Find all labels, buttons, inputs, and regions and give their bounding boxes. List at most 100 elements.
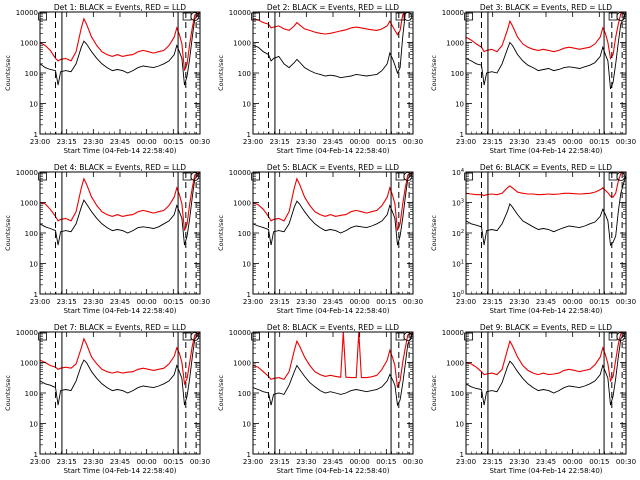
x-tick-label: 23:00 <box>30 298 50 306</box>
y-tick-label: 10000 <box>229 329 251 337</box>
x-tick-label: 00:30 <box>616 138 636 146</box>
series-lld-line <box>252 171 414 231</box>
series-events-line <box>252 11 413 79</box>
x-tick-label: 23:30 <box>296 298 316 306</box>
y-tick-label: 10000 <box>229 169 251 177</box>
series-events-line <box>465 11 627 90</box>
panel-det-3: 1 10 100 1000 10000 23:00 23:15 23:30 23:45 00:00… <box>430 3 636 155</box>
y-tick-label: 10 <box>29 101 38 109</box>
x-tick-label: 23:00 <box>243 138 263 146</box>
panel-det-4: 1 10 100 1000 10000 23:00 23:15 23:30 23:45 00:00… <box>4 163 210 315</box>
x-tick-label: 23:45 <box>536 298 556 306</box>
panel-det-2: 1 10 100 1000 10000 23:00 23:15 23:30 23:45 00:00… <box>217 3 423 155</box>
panel-title: Det 8: BLACK = Events, RED = LLD <box>267 323 399 332</box>
panel-title: Det 2: BLACK = Events, RED = LLD <box>267 3 399 12</box>
square-marker <box>38 12 47 21</box>
square-marker <box>182 172 192 181</box>
series-lld-line <box>39 331 201 386</box>
x-tick-label: 00:00 <box>350 298 370 306</box>
x-tick-label: 23:00 <box>456 138 476 146</box>
y-tick-label: 1000 <box>233 360 251 368</box>
x-tick-label: 23:15 <box>270 298 290 306</box>
y-axis-label: Counts/sec <box>4 215 12 251</box>
series-lld-line <box>39 11 201 71</box>
x-tick-label: 00:30 <box>190 298 210 306</box>
y-tick-label: 1000 <box>20 40 38 48</box>
x-tick-label: 00:30 <box>616 298 636 306</box>
x-tick-label: 00:15 <box>589 138 609 146</box>
x-axis-label: Start Time (04-Feb-14 22:58:40) <box>489 307 602 315</box>
y-tick-label: 10000 <box>442 329 464 337</box>
y-tick-label: 10 <box>29 261 38 269</box>
square-marker <box>464 12 473 21</box>
x-axis-label: Start Time (04-Feb-14 22:58:40) <box>489 467 602 475</box>
x-tick-label: 23:15 <box>270 138 290 146</box>
y-axis-label: Counts/sec <box>430 375 438 411</box>
series-events-line <box>39 11 201 86</box>
x-tick-label: 00:15 <box>376 458 396 466</box>
square-marker <box>464 332 473 341</box>
x-tick-label: 00:30 <box>403 458 423 466</box>
plot-frame <box>465 171 627 295</box>
square-marker <box>464 172 473 181</box>
x-tick-label: 23:15 <box>483 458 503 466</box>
x-tick-label: 23:15 <box>57 458 77 466</box>
y-tick-label: 104 <box>452 168 464 177</box>
series-events-line <box>252 331 414 407</box>
x-tick-label: 23:00 <box>456 458 476 466</box>
square-marker <box>395 332 405 341</box>
series-lld-line <box>465 171 627 198</box>
x-tick-label: 00:30 <box>190 458 210 466</box>
x-tick-label: 00:00 <box>350 458 370 466</box>
x-tick-label: 23:00 <box>30 138 50 146</box>
plot-frame <box>252 331 414 455</box>
y-tick-label: 10000 <box>229 9 251 17</box>
y-tick-label: 100 <box>451 390 464 398</box>
square-marker <box>182 12 192 21</box>
x-tick-label: 23:45 <box>323 138 343 146</box>
y-tick-label: 10 <box>455 421 464 429</box>
x-tick-label: 23:00 <box>30 458 50 466</box>
x-tick-label: 23:45 <box>110 298 130 306</box>
x-axis-label: Start Time (04-Feb-14 22:58:40) <box>63 147 176 155</box>
x-tick-label: 00:15 <box>376 298 396 306</box>
panel-title: Det 1: BLACK = Events, RED = LLD <box>54 3 186 12</box>
x-axis-label: Start Time (04-Feb-14 22:58:40) <box>63 307 176 315</box>
square-marker <box>608 332 618 341</box>
y-tick-label: 100 <box>25 390 38 398</box>
x-tick-label: 23:45 <box>110 138 130 146</box>
y-axis-label: Counts/sec <box>4 375 12 411</box>
x-tick-label: 23:15 <box>483 138 503 146</box>
x-tick-label: 00:00 <box>137 298 157 306</box>
square-marker <box>38 172 47 181</box>
series-events-line <box>39 171 201 246</box>
panel-title: Det 3: BLACK = Events, RED = LLD <box>480 3 612 12</box>
y-tick-label: 103 <box>452 199 464 208</box>
y-tick-label: 10 <box>242 421 251 429</box>
panel-title: Det 4: BLACK = Events, RED = LLD <box>54 163 186 172</box>
x-tick-label: 23:45 <box>110 458 130 466</box>
x-tick-label: 00:00 <box>563 458 583 466</box>
x-tick-label: 00:30 <box>403 138 423 146</box>
x-tick-label: 00:30 <box>190 138 210 146</box>
x-tick-label: 00:15 <box>376 138 396 146</box>
y-tick-label: 1000 <box>233 40 251 48</box>
x-tick-label: 23:45 <box>536 458 556 466</box>
y-axis-label: Counts/sec <box>217 215 225 251</box>
x-tick-label: 00:00 <box>350 138 370 146</box>
y-tick-label: 1 <box>460 451 464 459</box>
x-tick-label: 23:00 <box>456 298 476 306</box>
x-tick-label: 00:00 <box>563 298 583 306</box>
x-tick-label: 23:30 <box>509 298 529 306</box>
y-axis-label: Counts/sec <box>217 55 225 91</box>
panel-title: Det 6: BLACK = Events, RED = LLD <box>480 163 612 172</box>
panel-title: Det 5: BLACK = Events, RED = LLD <box>267 163 399 172</box>
square-marker <box>251 332 260 341</box>
y-tick-label: 10000 <box>442 9 464 17</box>
x-tick-label: 00:30 <box>616 458 636 466</box>
y-tick-label: 10 <box>455 101 464 109</box>
x-tick-label: 23:45 <box>323 298 343 306</box>
y-axis-label: Counts/sec <box>430 215 438 251</box>
y-axis-label: Counts/sec <box>430 55 438 91</box>
y-tick-label: 1000 <box>20 360 38 368</box>
